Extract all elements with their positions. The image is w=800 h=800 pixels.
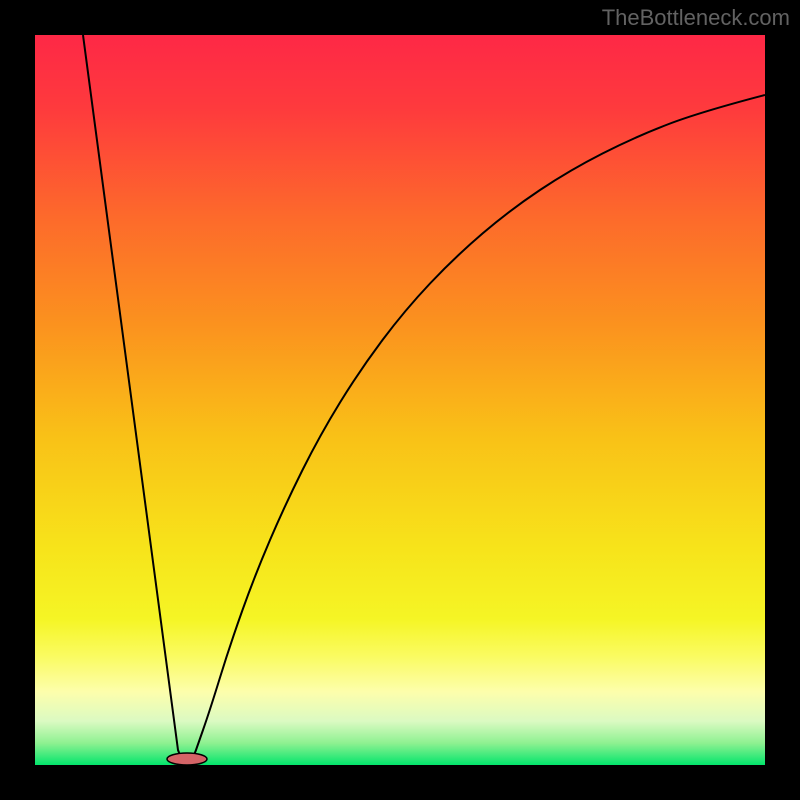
watermark-text: TheBottleneck.com — [602, 5, 790, 31]
gradient-background — [35, 35, 765, 765]
dip-marker — [167, 753, 207, 765]
chart-container: TheBottleneck.com — [0, 0, 800, 800]
chart-svg — [35, 35, 765, 765]
plot-area — [35, 35, 765, 765]
